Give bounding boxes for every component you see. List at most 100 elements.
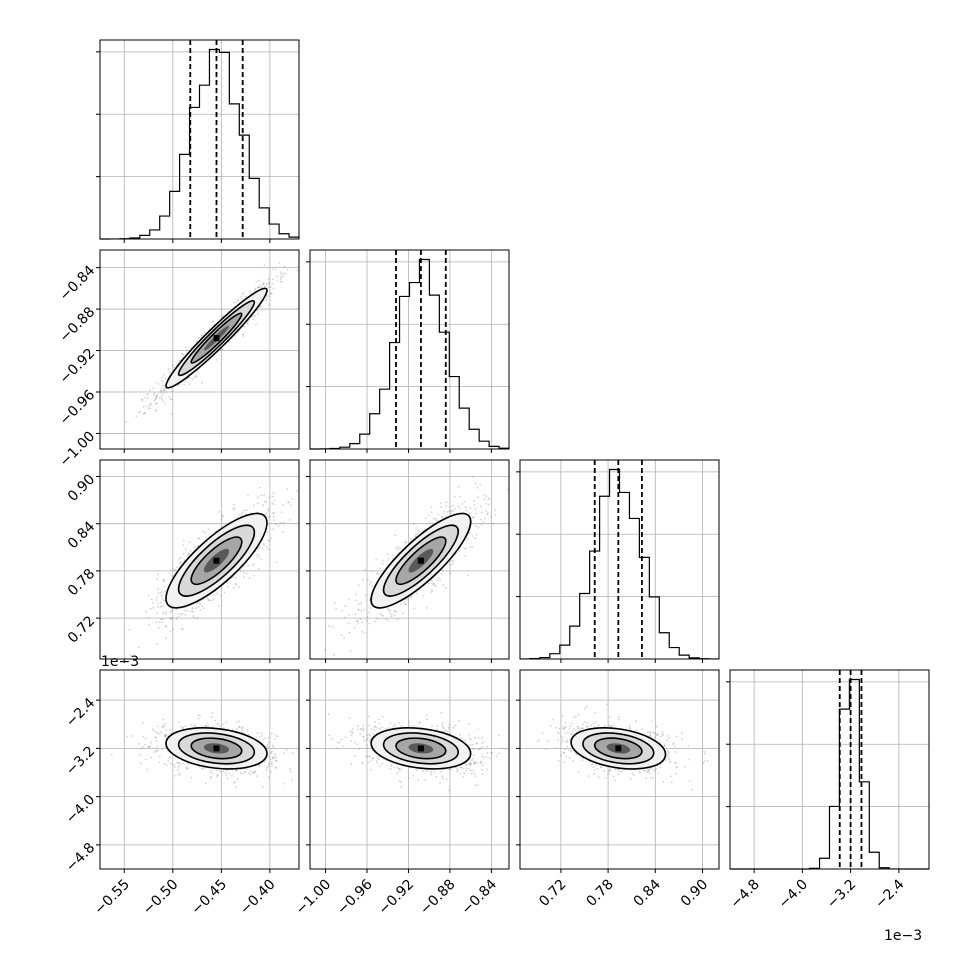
scatter-point bbox=[188, 383, 191, 385]
scatter-point bbox=[154, 731, 157, 733]
scatter-point bbox=[261, 786, 264, 788]
scatter-point bbox=[357, 584, 360, 587]
scatter-point bbox=[275, 767, 278, 769]
scatter-point bbox=[303, 256, 305, 258]
scatter-point bbox=[255, 280, 258, 283]
scatter-point bbox=[395, 547, 398, 550]
scatter-point bbox=[397, 548, 399, 551]
scatter-panel-2-1 bbox=[306, 459, 510, 663]
scatter-point bbox=[267, 741, 270, 744]
scatter-point bbox=[269, 293, 272, 295]
scatter-point bbox=[161, 398, 163, 400]
scatter-point bbox=[481, 742, 483, 745]
scatter-point bbox=[217, 723, 219, 726]
scatter-point bbox=[363, 728, 365, 731]
scatter-point bbox=[216, 590, 219, 593]
scatter-point bbox=[187, 554, 189, 557]
scatter-point bbox=[270, 292, 272, 295]
scatter-point bbox=[397, 545, 399, 548]
scatter-point bbox=[465, 506, 468, 508]
panel-marks bbox=[519, 460, 720, 660]
scatter-point bbox=[341, 609, 343, 612]
scatter-point bbox=[241, 511, 244, 514]
scatter-point bbox=[430, 591, 433, 593]
panel-background bbox=[310, 250, 509, 449]
scatter-point bbox=[128, 628, 131, 631]
scatter-point bbox=[402, 601, 405, 604]
scatter-point bbox=[387, 619, 390, 622]
scatter-point bbox=[430, 581, 433, 584]
scatter-point bbox=[386, 553, 389, 556]
scatter-point bbox=[233, 507, 236, 509]
scatter-point bbox=[473, 503, 476, 506]
scatter-point bbox=[259, 284, 262, 287]
scatter-point bbox=[468, 723, 471, 725]
scatter-point bbox=[269, 758, 272, 760]
scatter-point bbox=[170, 762, 173, 765]
scatter-point bbox=[167, 368, 170, 371]
scatter-point bbox=[151, 728, 154, 731]
scatter-point bbox=[369, 581, 372, 584]
scatter-point bbox=[265, 501, 268, 503]
scatter-point bbox=[449, 512, 452, 515]
scatter-point bbox=[361, 621, 364, 623]
scatter-point bbox=[263, 543, 265, 546]
scatter-point bbox=[324, 649, 327, 651]
scatter-point bbox=[367, 715, 370, 718]
scatter-point bbox=[471, 535, 474, 537]
scatter-point bbox=[193, 616, 195, 619]
scatter-point bbox=[222, 348, 224, 351]
scatter-point bbox=[259, 305, 261, 308]
scatter-point bbox=[205, 725, 208, 728]
scatter-point bbox=[179, 562, 182, 565]
scatter-point bbox=[334, 602, 336, 605]
scatter-point bbox=[181, 628, 183, 630]
scatter-point bbox=[272, 492, 275, 494]
scatter-point bbox=[471, 747, 474, 750]
scatter-point bbox=[235, 786, 238, 789]
scatter-point bbox=[145, 758, 147, 761]
panel-frame bbox=[309, 249, 510, 450]
scatter-point bbox=[271, 282, 274, 285]
scatter-point bbox=[254, 771, 257, 774]
scatter-point bbox=[445, 505, 447, 508]
scatter-point bbox=[197, 714, 200, 716]
scatter-point bbox=[474, 482, 477, 485]
scatter-point bbox=[452, 726, 455, 729]
scatter-point bbox=[211, 716, 213, 718]
scatter-point bbox=[359, 618, 362, 621]
scatter-point bbox=[363, 631, 365, 634]
scatter-point bbox=[242, 576, 245, 579]
scatter-point bbox=[485, 756, 488, 758]
scatter-point bbox=[271, 750, 273, 753]
scatter-point bbox=[466, 537, 469, 540]
scatter-point bbox=[424, 517, 427, 519]
scatter-point bbox=[448, 510, 451, 513]
scatter-point bbox=[464, 555, 467, 557]
scatter-point bbox=[197, 606, 200, 609]
scatter-point bbox=[154, 736, 157, 739]
scatter-point bbox=[149, 407, 152, 410]
scatter-point bbox=[146, 745, 149, 748]
scatter-point bbox=[156, 725, 159, 728]
scatter-point bbox=[385, 618, 388, 621]
scatter-point bbox=[377, 573, 380, 576]
scatter-point bbox=[258, 736, 261, 739]
scatter-point bbox=[357, 603, 360, 606]
scatter-point bbox=[272, 288, 275, 291]
density-peak bbox=[417, 557, 424, 564]
scatter-point bbox=[161, 726, 164, 729]
scatter-point bbox=[193, 376, 196, 379]
scatter-point bbox=[175, 608, 178, 611]
scatter-point bbox=[153, 393, 155, 396]
scatter-point bbox=[138, 411, 140, 414]
scatter-point bbox=[449, 505, 452, 508]
scatter-point bbox=[210, 769, 212, 772]
scatter-point bbox=[211, 599, 214, 602]
panel-marks bbox=[128, 479, 299, 656]
scatter-point bbox=[140, 398, 143, 401]
scatter-point bbox=[225, 774, 228, 777]
scatter-point bbox=[143, 411, 146, 414]
scatter-point bbox=[209, 777, 212, 780]
